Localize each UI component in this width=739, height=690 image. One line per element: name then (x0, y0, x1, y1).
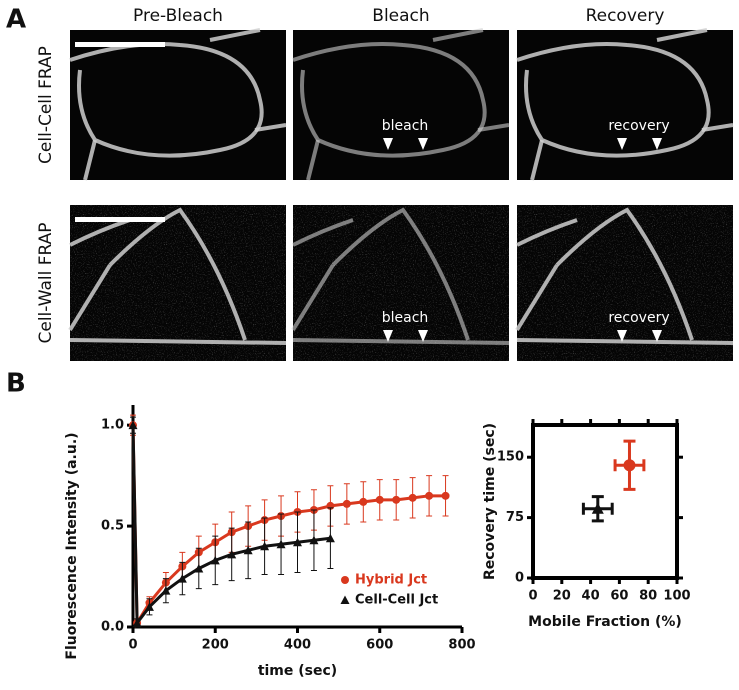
x-tick-label: 800 (448, 638, 475, 653)
y-tick-label: 1.0 (101, 418, 124, 433)
column-header: Pre-Bleach (133, 6, 223, 26)
x-axis-label: Mobile Fraction (%) (528, 614, 682, 630)
data-point (375, 495, 384, 504)
y-tick-label: 150 (497, 450, 524, 465)
data-point (591, 502, 604, 514)
membrane (331, 207, 470, 341)
image-annotation: recovery (608, 118, 669, 134)
data-point (161, 586, 171, 595)
data-point (341, 576, 349, 584)
data-point (441, 491, 450, 500)
scale-bar (75, 42, 165, 47)
data-point (276, 539, 286, 549)
y-tick-label: 0.0 (101, 620, 124, 635)
x-tick-label: 600 (366, 638, 393, 653)
noise (293, 205, 509, 361)
scale-bar (75, 217, 165, 222)
arrowhead (383, 330, 393, 342)
membrane (209, 28, 261, 42)
membrane (656, 28, 708, 42)
x-tick-label: 80 (639, 589, 657, 604)
x-tick-label: 0 (528, 589, 537, 604)
membrane (291, 263, 335, 332)
data-point (359, 497, 368, 506)
row-label: Cell-Wall FRAP (36, 223, 56, 344)
membrane (530, 139, 544, 181)
column-header: Bleach (372, 6, 429, 26)
membrane (69, 338, 287, 345)
membrane (292, 218, 354, 247)
membrane (108, 207, 247, 341)
data-point (392, 495, 401, 504)
data-point (132, 618, 142, 627)
membrane (83, 139, 97, 181)
data-point (293, 537, 302, 547)
arrowhead (617, 138, 627, 150)
row-label: Cell-Cell FRAP (36, 46, 56, 164)
data-point (144, 602, 154, 611)
x-tick-label: 60 (610, 589, 628, 604)
data-point (408, 493, 417, 502)
membrane (68, 263, 112, 332)
series-line (131, 425, 331, 628)
data-point (210, 555, 220, 565)
data-point (243, 545, 253, 555)
data-point (227, 549, 237, 559)
y-axis-label: Fluorescence Intensity (a.u.) (64, 432, 80, 659)
x-tick-label: 0 (128, 638, 137, 653)
x-tick-label: 200 (202, 638, 229, 653)
membrane (516, 218, 578, 247)
membrane (254, 123, 287, 132)
x-axis-label: time (sec) (258, 663, 337, 679)
membrane (306, 139, 320, 181)
column-header: Recovery (586, 6, 665, 26)
panel-label: A (6, 5, 26, 35)
data-point (309, 535, 319, 545)
membrane (555, 207, 694, 341)
membrane (477, 123, 510, 132)
arrowhead (418, 330, 428, 342)
arrowhead (383, 138, 393, 150)
legend-label: Hybrid Jct (355, 573, 427, 588)
data-point (260, 541, 270, 551)
image-annotation: bleach (382, 310, 429, 326)
membrane (515, 263, 559, 332)
data-point (340, 595, 350, 604)
arrowhead (652, 330, 662, 342)
data-point (425, 491, 434, 500)
arrowhead (418, 138, 428, 150)
x-tick-label: 400 (284, 638, 311, 653)
panel-label: B (6, 369, 26, 399)
membrane (701, 123, 734, 132)
noise (70, 205, 286, 361)
data-point (194, 563, 204, 573)
noise (517, 205, 733, 361)
membrane (516, 338, 734, 345)
membrane (432, 28, 484, 42)
x-tick-label: 20 (553, 589, 571, 604)
data-point (177, 574, 187, 583)
y-axis-label: Recovery time (sec) (482, 423, 498, 580)
image-annotation: recovery (608, 310, 669, 326)
data-point (128, 420, 138, 430)
arrowhead (652, 138, 662, 150)
data-point (325, 533, 335, 543)
data-point (623, 459, 636, 472)
x-tick-label: 100 (663, 589, 690, 604)
image-annotation: bleach (382, 118, 429, 134)
data-point (342, 499, 351, 508)
y-tick-label: 0 (515, 571, 524, 586)
arrowhead (617, 330, 627, 342)
membrane (292, 338, 510, 345)
x-tick-label: 40 (582, 589, 600, 604)
y-tick-label: 75 (506, 510, 524, 525)
y-tick-label: 0.5 (101, 519, 124, 534)
legend-label: Cell-Cell Jct (355, 593, 438, 608)
plot-frame (531, 423, 679, 580)
